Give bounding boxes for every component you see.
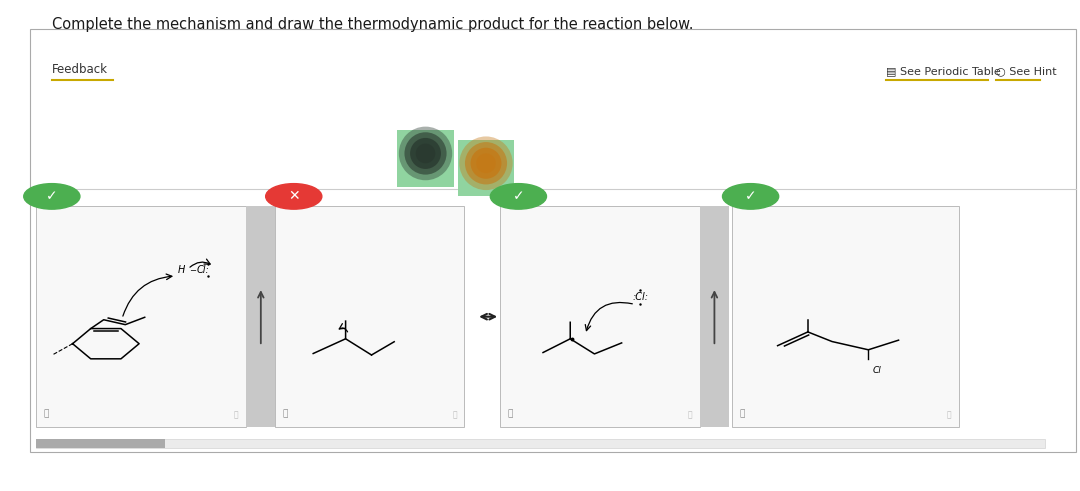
Circle shape xyxy=(490,184,546,209)
Text: ▤ See Periodic Table: ▤ See Periodic Table xyxy=(886,66,1000,76)
Text: ⓘ: ⓘ xyxy=(508,409,513,418)
Ellipse shape xyxy=(476,153,496,173)
Text: ─: ─ xyxy=(190,266,194,274)
Text: Cl: Cl xyxy=(873,366,881,375)
Text: :Cl:: :Cl: xyxy=(633,292,648,302)
Text: ✓: ✓ xyxy=(46,190,57,203)
Ellipse shape xyxy=(459,136,513,190)
Text: ⤢: ⤢ xyxy=(453,411,457,420)
Text: Feedback: Feedback xyxy=(52,63,108,76)
Bar xyxy=(700,206,729,427)
Ellipse shape xyxy=(399,127,453,180)
Ellipse shape xyxy=(410,138,441,169)
Text: ⤢: ⤢ xyxy=(947,411,951,420)
Text: ⤢: ⤢ xyxy=(688,411,692,420)
Bar xyxy=(36,439,165,448)
Ellipse shape xyxy=(464,142,508,185)
Circle shape xyxy=(723,184,779,209)
Text: ⓘ: ⓘ xyxy=(43,409,49,418)
Bar xyxy=(246,206,275,427)
Bar xyxy=(30,29,1076,452)
Ellipse shape xyxy=(416,143,435,164)
Text: ✓: ✓ xyxy=(745,190,756,203)
Text: Complete the mechanism and draw the thermodynamic product for the reaction below: Complete the mechanism and draw the ther… xyxy=(52,17,693,32)
Bar xyxy=(732,206,959,427)
Bar xyxy=(36,439,1045,448)
Circle shape xyxy=(24,184,80,209)
Text: ⓘ: ⓘ xyxy=(740,409,745,418)
Ellipse shape xyxy=(471,148,501,179)
Circle shape xyxy=(266,184,322,209)
Text: H: H xyxy=(178,265,185,275)
Text: ✓: ✓ xyxy=(513,190,524,203)
Bar xyxy=(397,130,454,187)
Bar xyxy=(458,140,514,196)
Text: ✕: ✕ xyxy=(288,190,299,203)
Bar xyxy=(36,206,246,427)
Bar xyxy=(500,206,700,427)
Text: ⤢: ⤢ xyxy=(234,411,239,420)
Ellipse shape xyxy=(405,132,447,175)
Text: Cl:: Cl: xyxy=(197,265,210,275)
Text: ○ See Hint: ○ See Hint xyxy=(996,66,1056,76)
Bar xyxy=(275,206,464,427)
Text: ⓘ: ⓘ xyxy=(283,409,288,418)
